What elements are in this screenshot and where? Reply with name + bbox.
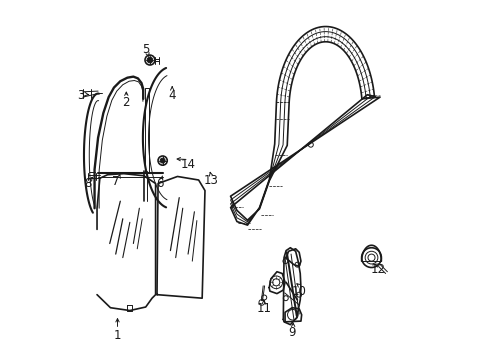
Text: 4: 4 bbox=[168, 89, 176, 102]
Circle shape bbox=[147, 57, 152, 63]
Text: 12: 12 bbox=[370, 264, 385, 276]
Text: 3: 3 bbox=[77, 89, 84, 102]
Text: 11: 11 bbox=[256, 302, 271, 315]
Text: 7: 7 bbox=[112, 175, 119, 188]
Text: 13: 13 bbox=[203, 174, 218, 186]
Circle shape bbox=[160, 158, 165, 163]
Text: 9: 9 bbox=[288, 326, 295, 339]
Text: 5: 5 bbox=[142, 43, 149, 56]
Text: 2: 2 bbox=[122, 96, 130, 109]
Text: 6: 6 bbox=[156, 177, 163, 190]
Text: 1: 1 bbox=[114, 329, 121, 342]
Text: 14: 14 bbox=[180, 158, 195, 171]
Text: 10: 10 bbox=[291, 285, 306, 298]
Text: 8: 8 bbox=[83, 177, 91, 190]
